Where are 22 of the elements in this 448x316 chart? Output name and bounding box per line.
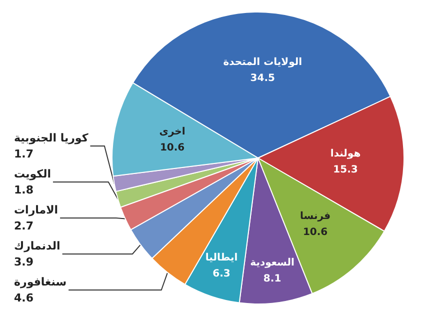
data-label: 10.6 <box>160 142 185 154</box>
slice-label: ايطاليا <box>205 252 238 264</box>
data-label: 4.6 <box>14 292 34 304</box>
slice-label: هولندا <box>330 148 361 160</box>
data-label: 15.3 <box>333 164 358 176</box>
data-label: 1.8 <box>14 184 34 196</box>
data-label: 6.3 <box>212 268 230 280</box>
data-label: 1.7 <box>14 148 34 160</box>
data-label: 8.1 <box>263 273 282 284</box>
data-label: 34.5 <box>250 73 276 84</box>
slice-label: الولايات المتحدة <box>223 57 302 68</box>
slice-label: كوريا الجنوبية <box>14 132 89 144</box>
slice-label: الدنمارك <box>14 240 60 252</box>
slice-label: الكويت <box>14 168 51 180</box>
slice-label: السعودية <box>250 257 294 268</box>
slice-label: اخرى <box>159 126 186 138</box>
slice-label: فرنسا <box>300 210 331 222</box>
data-label: 10.6 <box>302 226 328 238</box>
slice-label: الامارات <box>14 204 58 216</box>
data-label: 2.7 <box>14 220 34 232</box>
data-label: 3.9 <box>14 256 34 268</box>
slice-label: سنغافورة <box>14 276 67 288</box>
